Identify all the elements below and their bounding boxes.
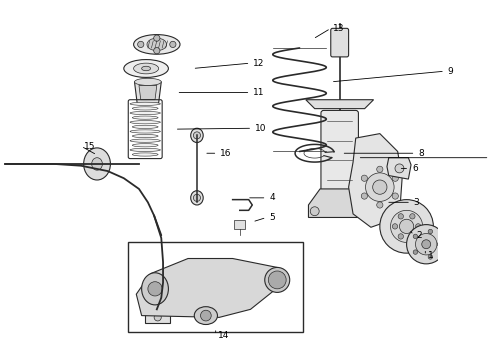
Ellipse shape	[135, 78, 161, 85]
Circle shape	[361, 175, 368, 181]
Ellipse shape	[142, 66, 150, 71]
Text: 2: 2	[416, 231, 422, 240]
Text: 10: 10	[255, 124, 267, 133]
Ellipse shape	[191, 128, 203, 143]
Ellipse shape	[132, 134, 158, 138]
Text: 1: 1	[428, 251, 434, 260]
Ellipse shape	[132, 125, 158, 129]
Ellipse shape	[130, 121, 160, 124]
Text: 8: 8	[418, 149, 424, 158]
Circle shape	[399, 219, 414, 234]
Text: 16: 16	[220, 149, 232, 158]
Ellipse shape	[130, 102, 160, 105]
Circle shape	[269, 271, 286, 289]
Ellipse shape	[132, 144, 158, 147]
Circle shape	[413, 234, 417, 239]
Ellipse shape	[395, 164, 404, 173]
Polygon shape	[135, 82, 161, 103]
Text: 9: 9	[448, 67, 453, 76]
Circle shape	[410, 214, 415, 219]
Text: 12: 12	[253, 59, 265, 68]
Text: 15: 15	[84, 141, 95, 150]
Ellipse shape	[130, 130, 160, 133]
Circle shape	[154, 35, 160, 41]
Circle shape	[428, 255, 433, 259]
Polygon shape	[306, 100, 373, 109]
Text: 14: 14	[219, 331, 230, 340]
Circle shape	[194, 132, 200, 139]
Ellipse shape	[84, 148, 110, 180]
Ellipse shape	[191, 191, 203, 205]
Ellipse shape	[132, 153, 158, 156]
Ellipse shape	[124, 59, 169, 77]
Circle shape	[154, 48, 160, 54]
Ellipse shape	[134, 35, 180, 54]
Circle shape	[392, 224, 398, 229]
Ellipse shape	[132, 116, 158, 119]
Ellipse shape	[366, 173, 394, 201]
Circle shape	[413, 250, 417, 254]
Circle shape	[154, 314, 161, 321]
Text: 11: 11	[253, 88, 265, 97]
Circle shape	[392, 193, 398, 199]
Ellipse shape	[147, 38, 167, 51]
Circle shape	[194, 194, 200, 201]
Polygon shape	[309, 189, 371, 217]
Circle shape	[380, 200, 433, 253]
Circle shape	[310, 207, 319, 216]
Circle shape	[170, 41, 176, 48]
Text: 5: 5	[269, 213, 275, 222]
Ellipse shape	[92, 158, 102, 170]
Circle shape	[391, 210, 423, 242]
Circle shape	[377, 202, 383, 208]
Ellipse shape	[130, 148, 160, 152]
Circle shape	[422, 240, 431, 249]
FancyBboxPatch shape	[321, 111, 358, 192]
Polygon shape	[139, 85, 157, 100]
Circle shape	[410, 234, 415, 239]
Text: 6: 6	[412, 164, 417, 173]
Ellipse shape	[142, 273, 169, 305]
Circle shape	[416, 234, 437, 255]
Circle shape	[377, 166, 383, 172]
Circle shape	[361, 193, 368, 199]
Polygon shape	[348, 134, 402, 227]
Circle shape	[428, 229, 433, 234]
Text: 13: 13	[333, 24, 345, 33]
Text: 4: 4	[269, 193, 275, 202]
Polygon shape	[136, 258, 286, 318]
Circle shape	[398, 234, 403, 239]
Circle shape	[360, 207, 369, 216]
Bar	[234, 220, 245, 229]
Polygon shape	[145, 312, 170, 323]
Bar	[128, 242, 303, 332]
Ellipse shape	[130, 111, 160, 114]
Circle shape	[398, 214, 403, 219]
Ellipse shape	[130, 139, 160, 142]
Circle shape	[416, 224, 421, 229]
Ellipse shape	[373, 180, 387, 194]
Ellipse shape	[194, 307, 218, 324]
Circle shape	[200, 310, 211, 321]
Circle shape	[148, 282, 162, 296]
Polygon shape	[387, 158, 411, 179]
Text: 3: 3	[414, 198, 419, 207]
FancyBboxPatch shape	[331, 28, 348, 57]
Circle shape	[407, 225, 446, 264]
Circle shape	[138, 41, 144, 48]
Ellipse shape	[134, 63, 159, 74]
Circle shape	[438, 242, 442, 247]
Ellipse shape	[265, 267, 290, 292]
Circle shape	[392, 175, 398, 181]
Ellipse shape	[132, 107, 158, 110]
